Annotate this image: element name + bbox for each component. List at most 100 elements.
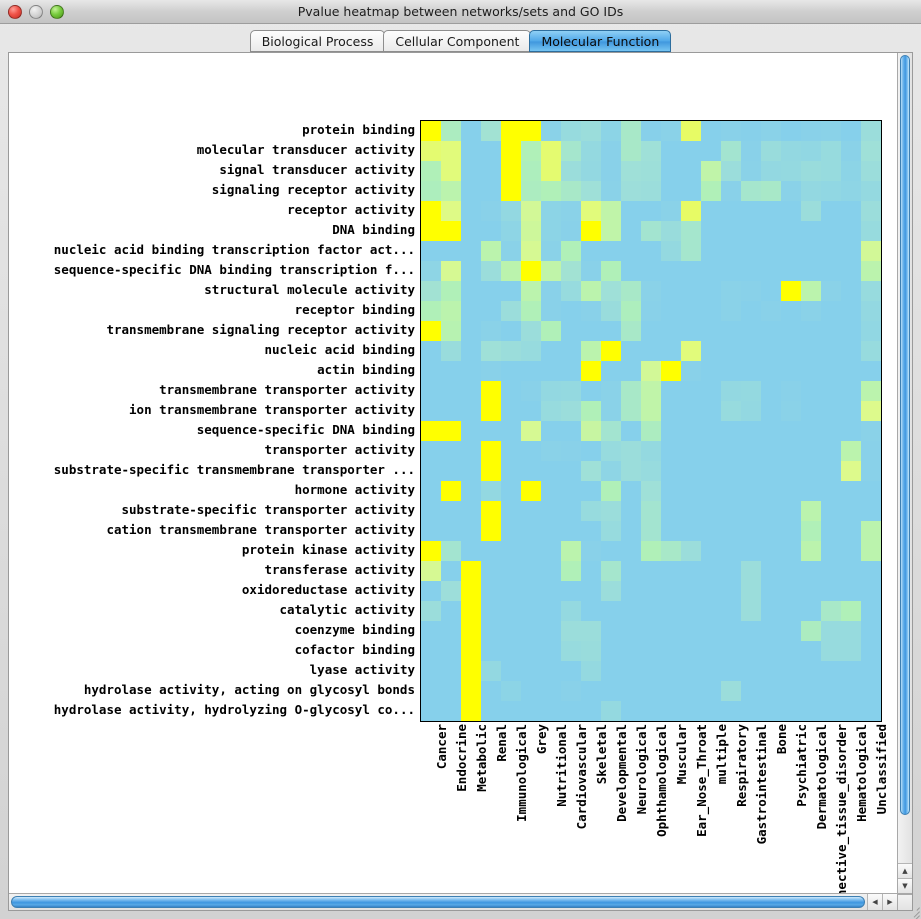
heatmap-cell[interactable] — [461, 541, 481, 561]
heatmap-cell[interactable] — [761, 361, 781, 381]
heatmap-cell[interactable] — [461, 521, 481, 541]
heatmap-cell[interactable] — [601, 201, 621, 221]
heatmap-cell[interactable] — [801, 181, 821, 201]
heatmap-cell[interactable] — [761, 301, 781, 321]
heatmap-cell[interactable] — [481, 421, 501, 441]
heatmap-cell[interactable] — [721, 241, 741, 261]
heatmap-cell[interactable] — [421, 541, 441, 561]
heatmap-cell[interactable] — [821, 141, 841, 161]
heatmap-cell[interactable] — [681, 621, 701, 641]
heatmap-cell[interactable] — [421, 581, 441, 601]
heatmap-cell[interactable] — [701, 521, 721, 541]
heatmap-cell[interactable] — [481, 361, 501, 381]
heatmap-cell[interactable] — [721, 341, 741, 361]
heatmap-cell[interactable] — [641, 281, 661, 301]
heatmap-cell[interactable] — [561, 621, 581, 641]
heatmap-cell[interactable] — [761, 441, 781, 461]
heatmap-cell[interactable] — [621, 541, 641, 561]
heatmap-cell[interactable] — [781, 481, 801, 501]
heatmap-cell[interactable] — [801, 541, 821, 561]
heatmap-cell[interactable] — [761, 661, 781, 681]
heatmap-cell[interactable] — [441, 361, 461, 381]
heatmap-cell[interactable] — [741, 461, 761, 481]
heatmap-cell[interactable] — [721, 441, 741, 461]
heatmap-cell[interactable] — [861, 361, 881, 381]
heatmap-cell[interactable] — [741, 381, 761, 401]
heatmap-cell[interactable] — [701, 181, 721, 201]
heatmap-cell[interactable] — [781, 321, 801, 341]
heatmap-cell[interactable] — [541, 661, 561, 681]
heatmap-cell[interactable] — [861, 601, 881, 621]
heatmap-cell[interactable] — [821, 261, 841, 281]
heatmap-cell[interactable] — [861, 321, 881, 341]
heatmap-cell[interactable] — [841, 281, 861, 301]
heatmap-cell[interactable] — [761, 321, 781, 341]
heatmap-cell[interactable] — [741, 321, 761, 341]
heatmap-cell[interactable] — [501, 121, 521, 141]
heatmap-cell[interactable] — [501, 281, 521, 301]
heatmap-cell[interactable] — [641, 621, 661, 641]
heatmap-cell[interactable] — [461, 621, 481, 641]
heatmap-cell[interactable] — [421, 121, 441, 141]
heatmap-cell[interactable] — [841, 641, 861, 661]
heatmap-cell[interactable] — [641, 581, 661, 601]
heatmap-cell[interactable] — [561, 121, 581, 141]
heatmap-cell[interactable] — [501, 441, 521, 461]
heatmap-cell[interactable] — [481, 341, 501, 361]
heatmap-cell[interactable] — [841, 601, 861, 621]
heatmap-cell[interactable] — [841, 581, 861, 601]
heatmap-cell[interactable] — [841, 341, 861, 361]
heatmap-cell[interactable] — [841, 541, 861, 561]
heatmap-cell[interactable] — [741, 661, 761, 681]
heatmap-cell[interactable] — [521, 661, 541, 681]
heatmap-cell[interactable] — [721, 161, 741, 181]
heatmap-cell[interactable] — [621, 621, 641, 641]
heatmap-cell[interactable] — [661, 301, 681, 321]
heatmap-cell[interactable] — [721, 541, 741, 561]
heatmap-cell[interactable] — [541, 561, 561, 581]
heatmap-cell[interactable] — [421, 341, 441, 361]
heatmap-cell[interactable] — [601, 301, 621, 321]
heatmap-cell[interactable] — [661, 621, 681, 641]
heatmap-cell[interactable] — [621, 181, 641, 201]
heatmap-cell[interactable] — [481, 321, 501, 341]
heatmap-cell[interactable] — [821, 481, 841, 501]
heatmap-cell[interactable] — [701, 541, 721, 561]
heatmap-cell[interactable] — [501, 561, 521, 581]
heatmap-cell[interactable] — [801, 341, 821, 361]
heatmap-cell[interactable] — [581, 381, 601, 401]
heatmap-cell[interactable] — [561, 201, 581, 221]
heatmap-cell[interactable] — [421, 261, 441, 281]
heatmap-cell[interactable] — [421, 241, 441, 261]
heatmap-cell[interactable] — [801, 261, 821, 281]
heatmap-cell[interactable] — [601, 361, 621, 381]
heatmap-cell[interactable] — [821, 381, 841, 401]
heatmap-cell[interactable] — [661, 481, 681, 501]
heatmap-cell[interactable] — [681, 121, 701, 141]
heatmap-cell[interactable] — [421, 661, 441, 681]
heatmap-cell[interactable] — [761, 561, 781, 581]
horizontal-scrollbar-track[interactable] — [9, 894, 867, 910]
heatmap-cell[interactable] — [601, 481, 621, 501]
heatmap-cell[interactable] — [561, 661, 581, 681]
heatmap-cell[interactable] — [681, 581, 701, 601]
heatmap-cell[interactable] — [501, 421, 521, 441]
heatmap-cell[interactable] — [421, 681, 441, 701]
heatmap-cell[interactable] — [541, 241, 561, 261]
heatmap-cell[interactable] — [501, 661, 521, 681]
heatmap-cell[interactable] — [521, 581, 541, 601]
heatmap-cell[interactable] — [521, 121, 541, 141]
heatmap-cell[interactable] — [741, 161, 761, 181]
heatmap-cell[interactable] — [681, 461, 701, 481]
heatmap-cell[interactable] — [801, 501, 821, 521]
heatmap-cell[interactable] — [421, 141, 441, 161]
heatmap-cell[interactable] — [861, 521, 881, 541]
heatmap-cell[interactable] — [541, 541, 561, 561]
heatmap-cell[interactable] — [781, 681, 801, 701]
heatmap-cell[interactable] — [621, 681, 641, 701]
heatmap-cell[interactable] — [561, 261, 581, 281]
heatmap-cell[interactable] — [741, 281, 761, 301]
heatmap-cell[interactable] — [601, 341, 621, 361]
heatmap-cell[interactable] — [801, 121, 821, 141]
heatmap-cell[interactable] — [581, 661, 601, 681]
